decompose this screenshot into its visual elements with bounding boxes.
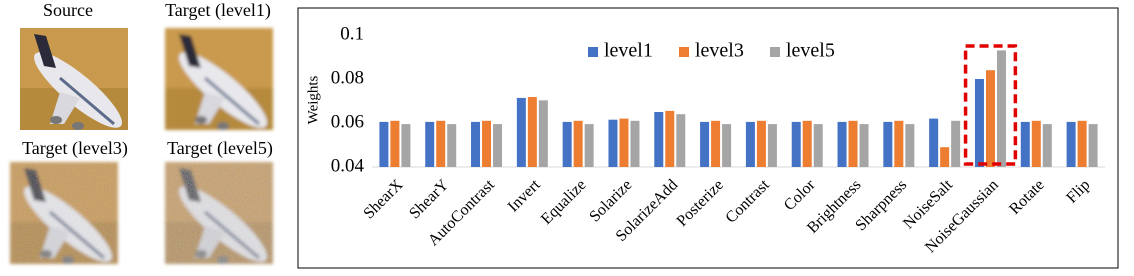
y-tick-label: 0.08 (331, 67, 364, 88)
bar (985, 70, 995, 167)
bar (711, 120, 721, 167)
legend-label: level1 (604, 40, 653, 62)
image-label: Target (level5) (167, 138, 273, 159)
bar (425, 121, 435, 167)
target-image (163, 26, 278, 139)
x-tick-label: ShearX (360, 176, 406, 222)
bar (905, 124, 915, 167)
image-label: Source (43, 0, 93, 20)
bar (745, 121, 755, 167)
bar (1020, 121, 1030, 167)
bar (756, 120, 766, 167)
bar (767, 124, 777, 167)
x-tick-label: Contrast (722, 176, 773, 227)
legend-label: level5 (786, 40, 835, 62)
y-tick-label: 0.06 (331, 111, 364, 132)
x-tick-label: Rotate (1006, 176, 1048, 218)
bar (401, 124, 411, 167)
x-tick-label: Posterize (674, 176, 727, 229)
x-tick-label: Equalize (538, 176, 590, 228)
bar (447, 124, 457, 167)
x-tick-label: ShearY (406, 176, 452, 222)
bar (654, 112, 664, 167)
bar (584, 124, 594, 167)
bar (493, 124, 503, 167)
bar (974, 79, 984, 167)
bar (608, 119, 618, 167)
source-image (18, 26, 133, 139)
x-tick-label: Flip (1063, 176, 1093, 206)
legend-label: level3 (695, 40, 744, 62)
bar (813, 124, 823, 167)
bar (676, 114, 686, 167)
bar (471, 121, 481, 167)
bar (379, 121, 389, 167)
x-tick-label: Color (781, 176, 819, 214)
bar (883, 121, 893, 167)
bar (1077, 120, 1087, 167)
bar (940, 147, 950, 167)
image-label: Target (level1) (165, 0, 271, 21)
bar (630, 120, 640, 167)
bar (848, 120, 858, 167)
bar (1066, 121, 1076, 167)
bar (859, 124, 869, 167)
y-tick-label: 0.1 (340, 23, 364, 44)
bar (996, 50, 1006, 167)
bar (951, 120, 961, 167)
bar (573, 120, 583, 167)
chart-frame (297, 7, 1119, 269)
bar (619, 118, 629, 167)
image-label: Target (level3) (22, 138, 128, 159)
bar (802, 120, 812, 167)
image-panel: Source Target (level1) Target (level3) T… (8, 0, 278, 273)
bar (562, 121, 572, 167)
bar (1031, 120, 1041, 167)
legend-swatch (588, 47, 598, 57)
y-tick-label: 0.04 (331, 155, 365, 176)
bar (837, 121, 847, 167)
bar (791, 121, 801, 167)
bar (527, 97, 537, 167)
y-axis-label: Weights (305, 75, 321, 124)
bar (482, 120, 492, 167)
bar (929, 118, 939, 167)
bar (538, 100, 548, 167)
bar (700, 121, 710, 167)
bar (390, 120, 400, 167)
target-image (8, 160, 123, 273)
bar (665, 110, 675, 167)
legend-swatch (770, 47, 780, 57)
x-tick-label: Invert (505, 176, 544, 215)
bar (436, 120, 446, 167)
target-image (163, 160, 278, 273)
bar (1042, 124, 1052, 167)
bar (516, 97, 526, 167)
bar (722, 124, 732, 167)
legend-swatch (679, 47, 689, 57)
bar (894, 120, 904, 167)
bar (1088, 124, 1098, 167)
